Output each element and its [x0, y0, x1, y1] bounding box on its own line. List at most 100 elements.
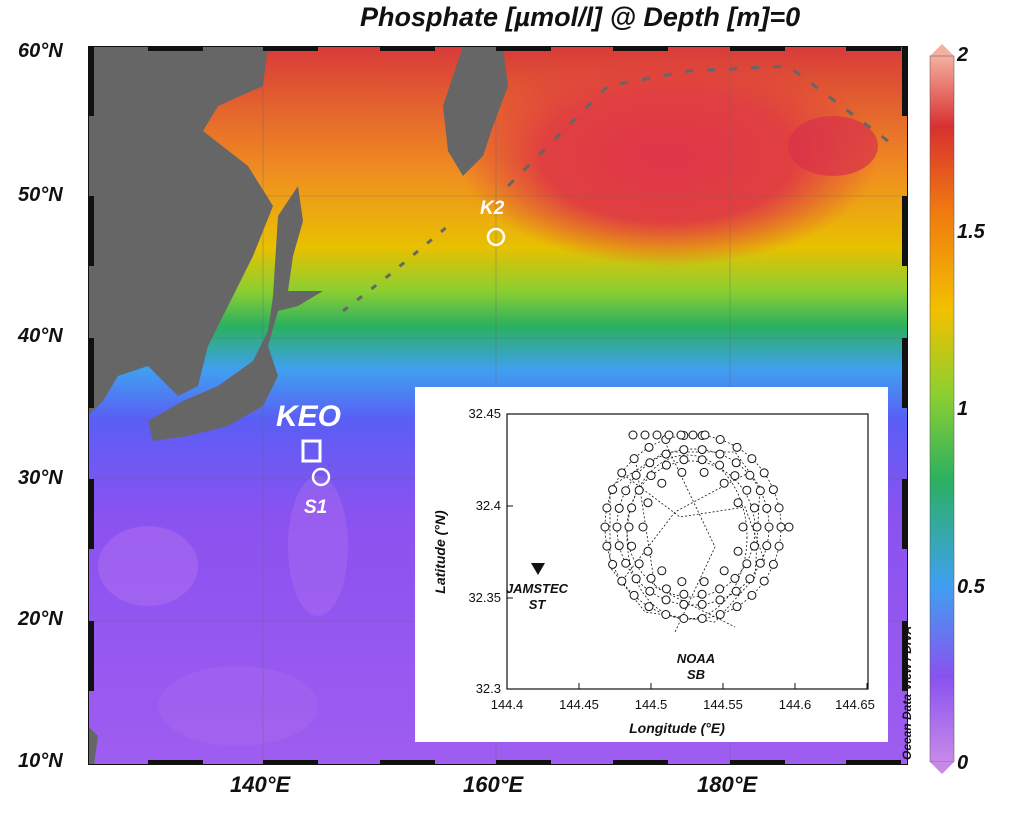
lon-label-180: 180°E — [697, 772, 758, 797]
noaa-label-line2: SB — [687, 667, 705, 682]
inset-xtick-0: 144.4 — [491, 697, 524, 712]
sample-point-marker — [657, 478, 667, 488]
sample-point-marker — [617, 576, 627, 586]
lat-label-50: 50°N — [18, 184, 63, 206]
sample-point-marker — [646, 573, 656, 583]
sample-point-marker — [730, 471, 740, 481]
sample-point-marker — [612, 522, 622, 532]
sample-point-marker — [742, 485, 752, 495]
sample-point-marker — [697, 613, 707, 623]
sample-point-marker — [629, 454, 639, 464]
sample-point-marker — [747, 454, 757, 464]
sample-point-marker — [644, 442, 654, 452]
sample-point-marker — [697, 455, 707, 465]
sample-point-marker — [679, 589, 689, 599]
sample-point-marker — [715, 584, 725, 594]
sample-point-marker — [730, 573, 740, 583]
sample-point-marker — [784, 522, 794, 532]
sample-point-marker — [732, 442, 742, 452]
inset-ytick-1: 32.4 — [476, 498, 501, 513]
k2-label: K2 — [480, 198, 505, 219]
inset-ytick-3: 32.3 — [476, 681, 501, 696]
sample-point-marker — [755, 486, 765, 496]
sample-point-marker — [631, 574, 641, 584]
sample-point-marker — [661, 595, 671, 605]
sample-point-marker — [608, 559, 618, 569]
lat-label-20: 20°N — [18, 608, 63, 630]
sample-point-marker — [759, 468, 769, 478]
sample-point-marker — [699, 577, 709, 587]
sample-point-marker — [677, 467, 687, 477]
sample-point-marker — [643, 546, 653, 556]
sample-point-marker — [762, 541, 772, 551]
sample-point-marker — [759, 576, 769, 586]
sample-point-marker — [697, 599, 707, 609]
colorbar-tick-0-5: 0.5 — [957, 576, 985, 598]
colorbar-tick-1: 1 — [957, 398, 969, 420]
sample-point-marker — [614, 503, 624, 513]
jamstec-label-line2: ST — [529, 597, 547, 612]
sample-point-marker — [661, 609, 671, 619]
inset-xtick-2: 144.5 — [635, 697, 668, 712]
sample-point-marker — [747, 590, 757, 600]
sample-point-marker — [661, 460, 671, 470]
japan-landmass — [148, 186, 323, 441]
lon-label-140: 140°E — [230, 772, 291, 797]
map-title: Phosphate [µmol/l] @ Depth [m]=0 — [360, 2, 801, 32]
sample-point-marker — [699, 467, 709, 477]
keo-label: KEO — [276, 400, 341, 433]
sample-point-marker — [624, 522, 634, 532]
lat-label-30: 30°N — [18, 467, 63, 489]
sample-point-marker — [774, 503, 784, 513]
inset-xlabel: Longitude (°E) — [629, 720, 725, 736]
sample-point-marker — [715, 609, 725, 619]
sample-point-marker — [768, 559, 778, 569]
sample-point-marker — [627, 503, 637, 513]
sample-point-marker — [749, 503, 759, 513]
sample-point-marker — [732, 602, 742, 612]
asia-landmass — [88, 46, 273, 396]
colorbar-tick-0: 0 — [957, 752, 969, 774]
keo-station-marker — [301, 439, 322, 463]
sample-point-marker — [634, 559, 644, 569]
inset-plot: 32.45 32.4 32.35 32.3 144.4 144.45 144.5… — [432, 406, 875, 736]
sample-point-marker — [602, 503, 612, 513]
colorbar-tick-1-5: 1.5 — [957, 221, 985, 243]
sample-point-marker — [608, 485, 618, 495]
sample-point-marker — [621, 558, 631, 568]
sample-point-marker — [661, 449, 671, 459]
colorbar — [929, 44, 955, 774]
sample-point-marker — [742, 559, 752, 569]
kamchatka-landmass — [443, 46, 508, 176]
inset-xtick-3: 144.55 — [703, 697, 743, 712]
sample-point-marker — [645, 458, 655, 468]
inset-ytick-2: 32.35 — [468, 590, 501, 605]
inset-ytick-0: 32.45 — [468, 406, 501, 421]
sample-point-marker — [679, 599, 689, 609]
sample-point-marker — [631, 470, 641, 480]
sample-point-marker — [627, 541, 637, 551]
sample-point-marker — [688, 430, 698, 440]
sample-point-marker — [700, 430, 710, 440]
sample-point-marker — [731, 586, 741, 596]
sample-point-marker — [679, 455, 689, 465]
lat-label-40: 40°N — [18, 325, 63, 347]
sample-point-marker — [745, 574, 755, 584]
lat-label-60: 60°N — [18, 40, 63, 62]
sample-point-marker — [752, 522, 762, 532]
jamstec-marker — [531, 563, 545, 575]
jamstec-label-line1: JAMSTEC — [506, 581, 569, 596]
sample-point-marker — [646, 471, 656, 481]
sample-point-marker — [719, 566, 729, 576]
sample-point-marker — [715, 595, 725, 605]
sample-point-marker — [715, 460, 725, 470]
sample-point-marker — [645, 586, 655, 596]
inset-panel: 32.45 32.4 32.35 32.3 144.4 144.45 144.5… — [415, 387, 888, 742]
inset-xtick-4: 144.6 — [779, 697, 812, 712]
colorbar-tick-2: 2 — [957, 44, 969, 66]
sample-point-marker — [677, 577, 687, 587]
sample-point-marker — [738, 522, 748, 532]
sample-point-marker — [614, 541, 624, 551]
sample-point-marker — [679, 613, 689, 623]
sample-point-marker — [602, 541, 612, 551]
